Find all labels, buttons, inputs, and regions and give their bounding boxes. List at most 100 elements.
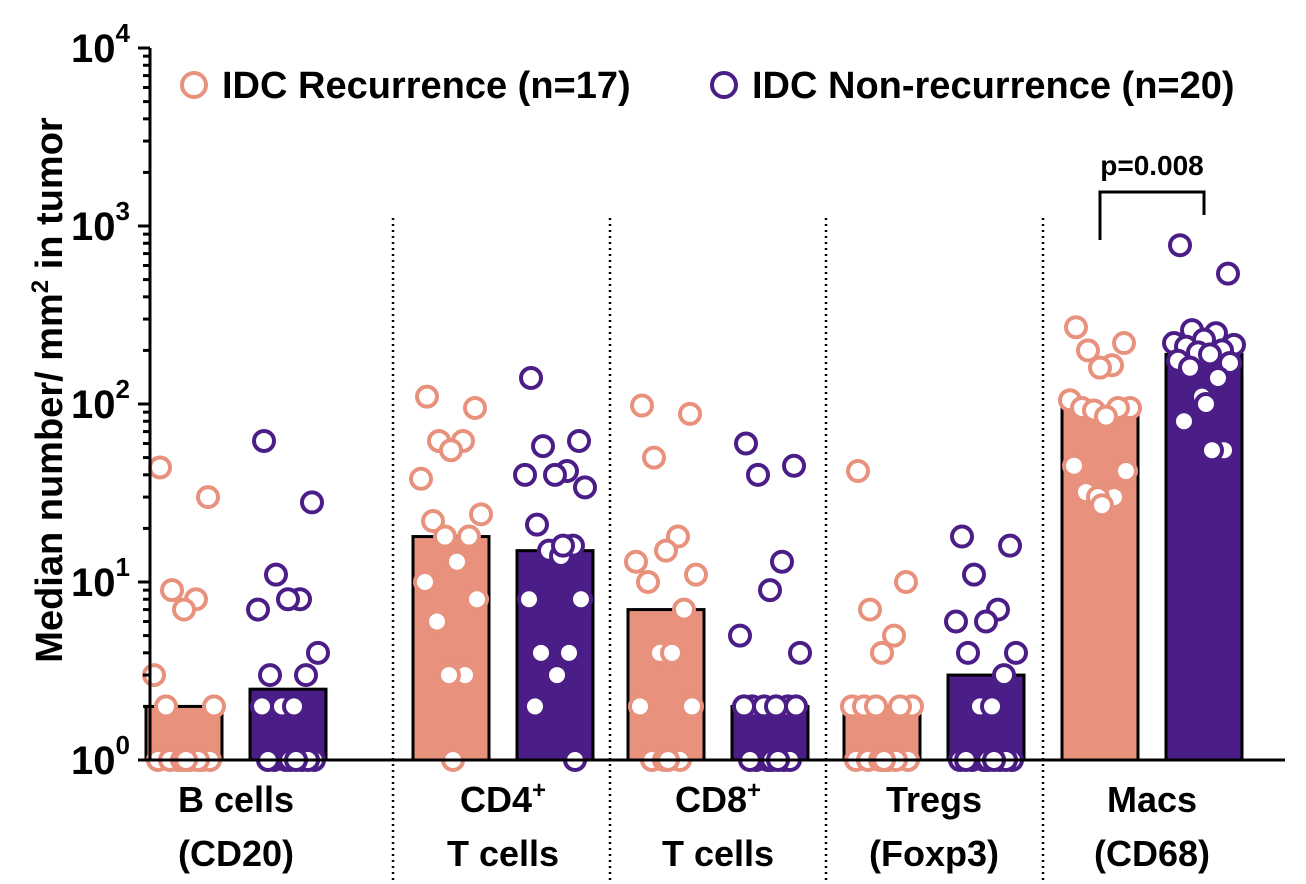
data-point: [1090, 493, 1114, 518]
legend-marker: [180, 71, 208, 99]
data-point: [680, 694, 704, 719]
data-point: [894, 570, 918, 594]
data-point: [630, 393, 654, 418]
data-point: [1194, 392, 1218, 416]
bar-recurrence: [626, 608, 706, 762]
y-tick-label: 101: [71, 552, 130, 605]
data-point: [513, 462, 537, 487]
data-point: [545, 663, 569, 688]
data-point: [734, 431, 758, 456]
data-point: [1112, 331, 1136, 356]
data-point: [728, 623, 752, 648]
data-point: [160, 578, 184, 603]
data-point: [628, 694, 652, 719]
x-tick-label: (CD20): [178, 833, 294, 874]
data-point: [465, 587, 489, 612]
legend: IDC Recurrence (n=17) IDC Non-recurrence …: [180, 65, 1235, 107]
data-point: [415, 384, 439, 409]
data-point: [1094, 404, 1118, 429]
data-point: [950, 524, 974, 549]
data-point: [523, 694, 547, 719]
data-point: [782, 453, 806, 478]
data-point: [672, 597, 696, 622]
data-point: [784, 694, 808, 719]
x-tick-label: CD8+: [675, 777, 761, 820]
data-point: [529, 640, 553, 665]
annotations: p=0.008: [1098, 150, 1206, 240]
data-point: [1172, 409, 1196, 434]
bar-non-recurrence: [946, 673, 1026, 762]
data-point: [962, 562, 986, 587]
data-point: [1062, 453, 1086, 478]
x-tick-label: CD4+: [460, 777, 546, 820]
data-point: [306, 640, 330, 665]
data-point: [1218, 350, 1242, 375]
data-point: [294, 663, 318, 688]
data-point: [409, 466, 433, 491]
data-point: [172, 597, 196, 622]
x-tick-label: Tregs: [886, 779, 982, 820]
data-point: [531, 434, 555, 459]
data-point: [684, 562, 708, 587]
x-tick-label: Macs: [1107, 779, 1197, 820]
data-point: [1088, 355, 1112, 380]
x-tick-label: (CD68): [1094, 833, 1210, 874]
data-point: [1064, 315, 1088, 340]
data-point: [557, 640, 581, 665]
data-point: [944, 609, 968, 634]
data-point: [300, 490, 324, 515]
data-point: [543, 462, 567, 487]
data-point: [1198, 342, 1222, 367]
legend-label: IDC Recurrence (n=17): [222, 65, 631, 107]
y-ticks: 100 101 102 103 104: [71, 18, 150, 783]
data-point: [846, 459, 870, 484]
data-point: [770, 549, 794, 574]
data-point: [250, 694, 274, 719]
x-tick-label: (Foxp3): [869, 833, 999, 874]
data-point: [992, 663, 1016, 688]
legend-label: IDC Non-recurrence (n=20): [752, 65, 1235, 107]
data-point: [1178, 355, 1202, 380]
data-point: [864, 694, 888, 719]
data-point: [998, 533, 1022, 558]
data-point: [264, 562, 288, 587]
data-point: [660, 640, 684, 665]
data-point: [433, 524, 457, 549]
y-tick-label: 104: [71, 18, 131, 71]
data-point: [463, 395, 487, 420]
data-point: [642, 445, 666, 470]
data-point: [974, 609, 998, 634]
y-tick-label: 102: [71, 374, 130, 427]
data-point: [1076, 338, 1100, 363]
significance-bracket: [1098, 190, 1206, 240]
data-point: [196, 485, 220, 510]
data-point: [678, 401, 702, 426]
data-point: [858, 597, 882, 622]
data-point: [870, 640, 894, 665]
data-point: [439, 438, 463, 463]
data-point: [517, 587, 541, 612]
x-tick-label: B cells: [178, 779, 294, 820]
data-point: [525, 512, 549, 537]
data-point: [956, 640, 980, 665]
data-point: [258, 663, 282, 688]
data-point: [154, 694, 178, 719]
x-tick-label: T cells: [447, 833, 559, 874]
data-point: [252, 428, 276, 453]
data-point: [445, 549, 469, 574]
y-tick-label: 100: [71, 730, 130, 783]
data-point: [551, 533, 575, 558]
data-point: [1216, 261, 1240, 286]
data-point: [437, 663, 461, 688]
data-point: [1004, 640, 1028, 665]
data-point: [980, 694, 1004, 719]
data-point: [246, 597, 270, 622]
data-point: [1200, 438, 1224, 463]
data-point: [888, 694, 912, 719]
data-point: [148, 455, 172, 480]
data-point: [469, 502, 493, 527]
data-point: [413, 570, 437, 594]
bar-non-recurrence: [515, 549, 595, 762]
y-axis-label: Median number/ mm2 in tumor: [27, 117, 71, 663]
